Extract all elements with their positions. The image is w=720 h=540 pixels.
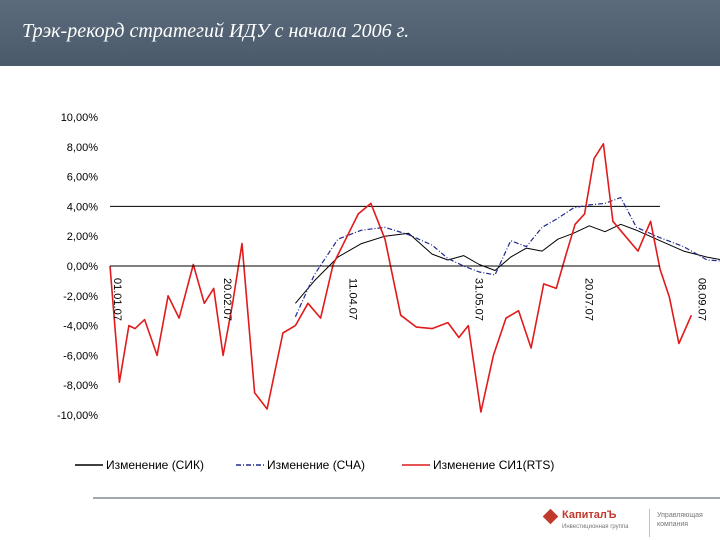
series-line-3 [109, 143, 693, 413]
legend-label-2: Изменение (СЧА) [267, 458, 365, 472]
y-tick-label: -8,00% [63, 380, 98, 392]
y-tick-label: -10,00% [57, 410, 98, 422]
slide-header: Трэк-рекорд стратегий ИДУ с начала 2006 … [0, 0, 720, 66]
logo-diamond-icon [542, 508, 559, 525]
legend-label-3: Изменение СИ1(RTS) [433, 458, 554, 472]
x-tick-label: 20.02.07 [221, 278, 233, 321]
series-line-1 [295, 223, 720, 304]
x-tick-label: 11.04.07 [347, 278, 359, 320]
slide-title: Трэк-рекорд стратегий ИДУ с начала 2006 … [22, 20, 410, 42]
y-tick-label: 4,00% [67, 201, 98, 213]
y-tick-label: 2,00% [67, 231, 98, 243]
logo-company-type: Управляющая компания [657, 512, 703, 528]
company-logo: КапиталЪ Инвестиционная группа [542, 508, 655, 537]
y-tick-label: 6,00% [67, 172, 98, 184]
y-tick-label: 10,00% [61, 112, 99, 124]
y-tick-label: -2,00% [63, 291, 98, 303]
x-tick-label: 31.05.07 [472, 278, 484, 321]
footer-divider [93, 497, 720, 499]
y-tick-label: 0,00% [67, 261, 98, 273]
y-tick-label: -6,00% [63, 350, 98, 362]
logo-name: КапиталЪ [562, 509, 617, 521]
series-line-2 [294, 196, 720, 317]
logo-separator [649, 509, 650, 537]
x-tick-label: 01.01.07 [111, 278, 123, 321]
x-tick-label: 20.07.07 [582, 278, 594, 321]
y-tick-label: 8,00% [67, 142, 98, 154]
y-tick-label: -4,00% [63, 321, 98, 333]
x-tick-label: 08.09.07 [696, 278, 708, 321]
logo-subtitle: Инвестиционная группа [562, 524, 629, 530]
legend-label-1: Изменение (СИК) [106, 458, 204, 472]
